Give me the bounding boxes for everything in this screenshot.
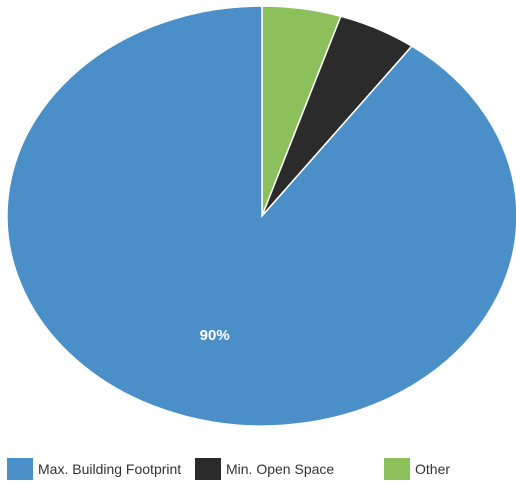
legend-swatch-min-open-space: [195, 458, 221, 480]
data-label-max-building-footprint: 90%: [200, 327, 230, 344]
pie-slices: [6, 5, 516, 427]
legend-item-max-building-footprint[interactable]: Max. Building Footprint: [7, 458, 181, 480]
pie-data-labels: 90%: [200, 327, 230, 344]
legend-label-min-open-space: Min. Open Space: [226, 461, 335, 477]
legend-label-other: Other: [415, 461, 451, 477]
legend-label-max-building-footprint: Max. Building Footprint: [38, 461, 182, 477]
pie-chart: 90%: [6, 5, 516, 427]
legend-swatch-other: [384, 458, 410, 480]
legend-item-min-open-space[interactable]: Min. Open Space: [195, 458, 334, 480]
chart-legend: Max. Building Footprint Min. Open Space …: [7, 458, 512, 480]
legend-item-other[interactable]: Other: [384, 458, 450, 480]
legend-swatch-max-building-footprint: [7, 458, 33, 480]
pie-slice-max-building-footprint[interactable]: [6, 5, 516, 427]
